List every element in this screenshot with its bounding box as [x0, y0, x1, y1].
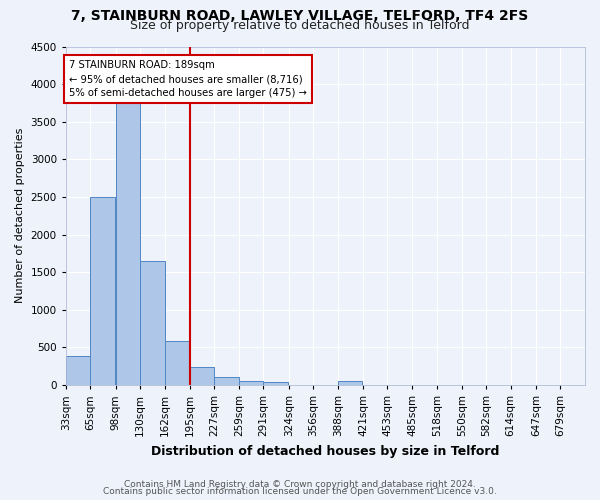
Text: Size of property relative to detached houses in Telford: Size of property relative to detached ho… [130, 19, 470, 32]
X-axis label: Distribution of detached houses by size in Telford: Distribution of detached houses by size … [151, 444, 500, 458]
Bar [140, 261, 164, 385]
Bar [263, 382, 288, 385]
Text: Contains HM Land Registry data © Crown copyright and database right 2024.: Contains HM Land Registry data © Crown c… [124, 480, 476, 489]
Y-axis label: Number of detached properties: Number of detached properties [15, 128, 25, 304]
Text: 7 STAINBURN ROAD: 189sqm
← 95% of detached houses are smaller (8,716)
5% of semi: 7 STAINBURN ROAD: 189sqm ← 95% of detach… [69, 60, 307, 98]
Bar [164, 340, 189, 385]
Bar [338, 381, 362, 385]
Bar [214, 377, 239, 385]
Bar [66, 356, 91, 385]
Bar [91, 197, 115, 385]
Text: Contains public sector information licensed under the Open Government Licence v3: Contains public sector information licen… [103, 487, 497, 496]
Bar [116, 103, 140, 385]
Text: 7, STAINBURN ROAD, LAWLEY VILLAGE, TELFORD, TF4 2FS: 7, STAINBURN ROAD, LAWLEY VILLAGE, TELFO… [71, 9, 529, 23]
Bar [190, 367, 214, 385]
Bar [239, 380, 263, 385]
